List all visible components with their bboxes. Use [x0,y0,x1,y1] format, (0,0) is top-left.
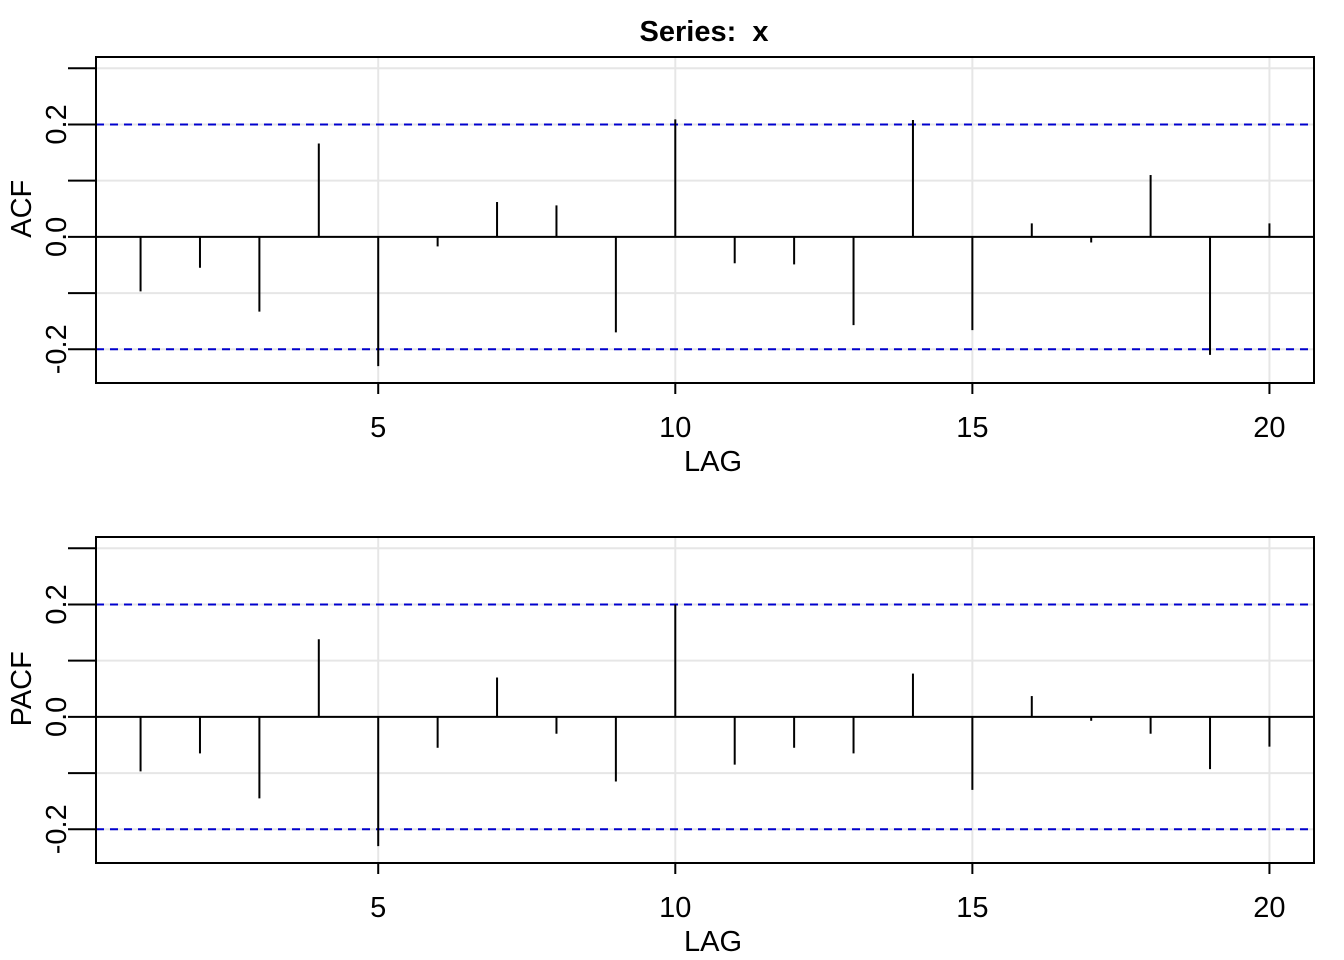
pacf-x-tick-label: 10 [659,892,691,924]
acf-y-tick-label: 0.2 [41,104,73,144]
acf-y-tick-label: 0.0 [41,217,73,257]
acf-x-tick-label: 5 [370,412,386,444]
acf-plot-frame [95,56,1315,384]
acf-y-axis-label: ACF [6,180,38,238]
acf-panel: 5 10 15 20 -0.2 0.0 0.2 LAG ACF [6,56,1315,478]
panels: 5 10 15 20 -0.2 0.0 0.2 LAG ACF 5 10 15 20 -0.2 0.0 0.2… [6,56,1315,958]
pacf-panel: 5 10 15 20 -0.2 0.0 0.2 LAG PACF [6,536,1315,958]
pacf-y-tick-label: 0.2 [41,584,73,624]
pacf-x-tick-label: 20 [1253,892,1285,924]
acf-y-tick-label: -0.2 [41,324,73,374]
pacf-y-tick-label: -0.2 [41,804,73,854]
pacf-plot-frame [95,536,1315,864]
pacf-x-tick-label: 15 [956,892,988,924]
acf-x-tick-label: 15 [956,412,988,444]
acf-x-tick-label: 20 [1253,412,1285,444]
pacf-y-axis-label: PACF [6,651,38,726]
pacf-y-tick-label: 0.0 [41,697,73,737]
pacf-x-axis-label: LAG [684,926,742,958]
acf-x-axis-label: LAG [684,446,742,478]
acf-x-tick-label: 10 [659,412,691,444]
pacf-x-tick-label: 5 [370,892,386,924]
figure-title: Series: x [640,16,769,48]
